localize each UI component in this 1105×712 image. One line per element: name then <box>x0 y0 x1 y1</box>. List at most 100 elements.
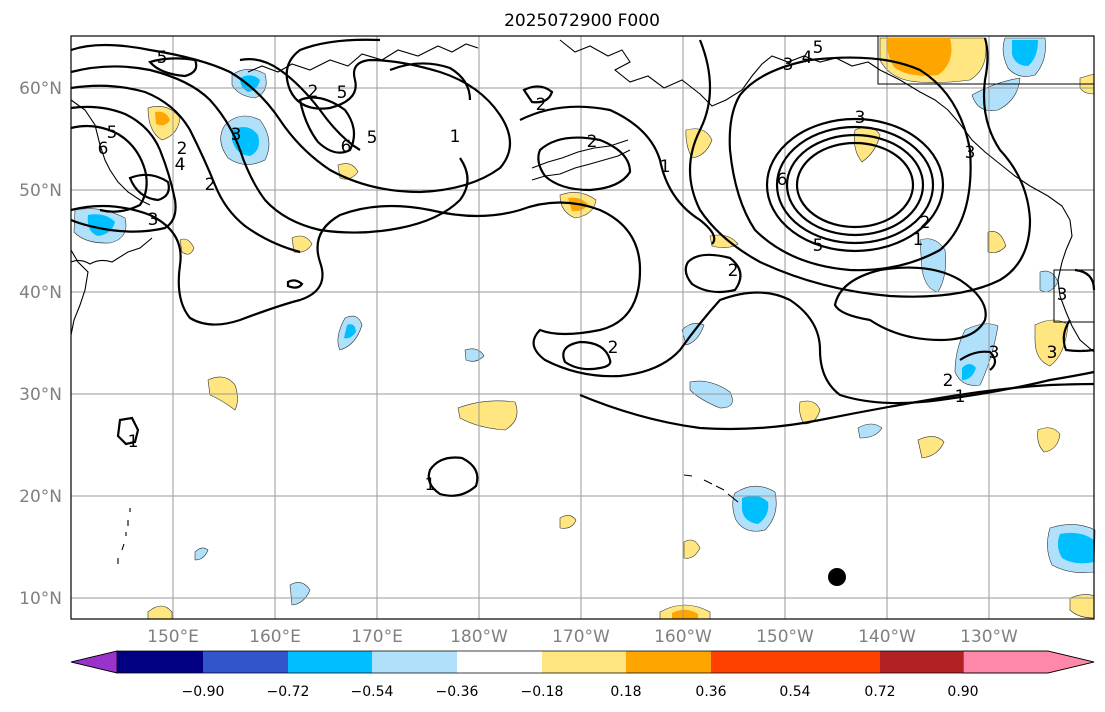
colorbar-tick-label: −0.72 <box>267 684 310 700</box>
contour-label: 3 <box>1057 285 1068 305</box>
contour-label: 2 <box>177 139 188 159</box>
map-title: 2025072900 F000 <box>504 11 660 31</box>
contour-label: 4 <box>175 155 186 175</box>
anomaly-pos <box>917 436 945 459</box>
anomaly-neg-core <box>344 324 356 339</box>
latitude-labels: 60°N 50°N 40°N 30°N 20°N 10°N <box>19 79 62 609</box>
colorbar-segment <box>626 651 711 673</box>
anomaly-neg <box>194 547 209 561</box>
map-background <box>71 36 1094 619</box>
anomaly-neg-core <box>742 495 769 524</box>
lat-label: 50°N <box>19 181 62 201</box>
lon-label: 160°E <box>249 627 301 647</box>
contour-label: 3 <box>783 55 794 75</box>
anomaly-neg <box>289 582 311 606</box>
colorbar-segment <box>457 651 542 673</box>
colorbar-extend-high <box>962 650 1095 674</box>
colorbar-tick-label: −0.54 <box>351 684 394 700</box>
contour-label: 2 <box>920 213 931 233</box>
anomaly-pos <box>1037 427 1061 453</box>
anomaly-pos <box>683 539 701 559</box>
contour-label: 2 <box>608 338 619 358</box>
colorbar-segment <box>203 651 288 673</box>
lon-label: 170°E <box>351 627 403 647</box>
anomaly-neg <box>857 423 883 439</box>
colorbar-outline <box>70 650 1095 674</box>
contour-label: 2 <box>536 95 547 115</box>
lon-label: 140°W <box>858 627 916 647</box>
contour-label: 6 <box>98 139 109 159</box>
contour-label: 5 <box>107 123 118 143</box>
anomaly-pos <box>457 400 518 431</box>
contour-label: 5 <box>157 48 168 68</box>
contour-label: 3 <box>855 108 866 128</box>
lat-label: 20°N <box>19 487 62 507</box>
contour-label: 1 <box>128 432 139 452</box>
coastlines <box>70 39 1095 564</box>
contour-labels: 5 5 2 3 5 6 4 3 5 2 1 2 2 1 6 3 3 4 5 3 … <box>98 38 1068 495</box>
colorbar-tick-label: −0.90 <box>182 684 225 700</box>
anomaly-neg <box>689 380 733 409</box>
asia-coastline <box>70 99 153 336</box>
contour-label: 1 <box>913 230 924 250</box>
anomaly-pos-core <box>672 609 698 619</box>
contour-label: 5 <box>813 236 824 256</box>
panhandle-coastline <box>879 69 1073 263</box>
chukotka-coastline <box>247 43 479 73</box>
lon-label: 130°W <box>960 627 1018 647</box>
contour-label: 2 <box>308 82 319 102</box>
colorbar-tick-label: 0.54 <box>779 684 810 700</box>
shaded-anomalies <box>73 37 1096 620</box>
colorbar-segment <box>880 651 963 673</box>
map-border <box>70 35 1095 620</box>
contour-lines <box>70 37 1096 497</box>
colorbar-tick-label: 0.18 <box>610 684 641 700</box>
colorbar-segment <box>795 651 880 673</box>
colorbar-tick-label: −0.36 <box>436 684 479 700</box>
anomaly-pos <box>179 238 195 255</box>
anomaly-pos <box>147 605 173 620</box>
alaska-coastline <box>531 39 881 181</box>
colorbar-segment <box>542 651 626 673</box>
anomaly-pos <box>207 376 238 411</box>
lon-label: 150°E <box>147 627 199 647</box>
aleutian-islands <box>531 139 629 169</box>
contour-label: 6 <box>341 137 352 157</box>
kuril-islands <box>117 508 131 564</box>
contour-label: 3 <box>965 143 976 163</box>
anomaly-pos-core <box>155 111 170 126</box>
lat-label: 40°N <box>19 283 62 303</box>
lon-label: 170°W <box>552 627 610 647</box>
contour-label: 5 <box>813 38 824 58</box>
contour-label: 2 <box>205 175 216 195</box>
uswest-coastline <box>1057 261 1095 353</box>
contour-label: 1 <box>955 387 966 407</box>
contour-label: 2 <box>943 371 954 391</box>
colorbar-tick-label: 0.72 <box>864 684 895 700</box>
contour-label: 6 <box>777 170 788 190</box>
colorbar-tick-label: 0.90 <box>947 684 978 700</box>
colorbar-segment <box>117 651 203 673</box>
colorbar-segment <box>372 651 457 673</box>
map-gridlines <box>71 36 1094 619</box>
contour-label: 3 <box>231 125 242 145</box>
contour-label: 3 <box>1047 343 1058 363</box>
colorbar-segment <box>711 651 795 673</box>
contour-label: 3 <box>989 343 1000 363</box>
anomaly-neg-core <box>1057 532 1094 564</box>
anomaly-neg-core <box>1012 40 1038 66</box>
contour-label: 1 <box>450 127 461 147</box>
anomaly-pos-core <box>887 38 952 76</box>
colorbar-extend-low <box>70 650 118 674</box>
hawaii-islands <box>683 474 739 503</box>
lat-label: 10°N <box>19 589 62 609</box>
colorbar: −0.90 −0.72 −0.54 −0.36 −0.18 0.18 0.36 … <box>70 650 1095 700</box>
lon-label: 180°W <box>450 627 508 647</box>
contour-label: 5 <box>367 128 378 148</box>
longitude-labels: 150°E 160°E 170°E 180°W 170°W 160°W 150°… <box>147 627 1018 647</box>
contour-label: 5 <box>337 83 348 103</box>
anomaly-neg-core <box>962 364 976 380</box>
anomaly-pos <box>987 231 1007 254</box>
contour-label: 4 <box>802 48 813 68</box>
colorbar-tick-label: 0.36 <box>695 684 726 700</box>
